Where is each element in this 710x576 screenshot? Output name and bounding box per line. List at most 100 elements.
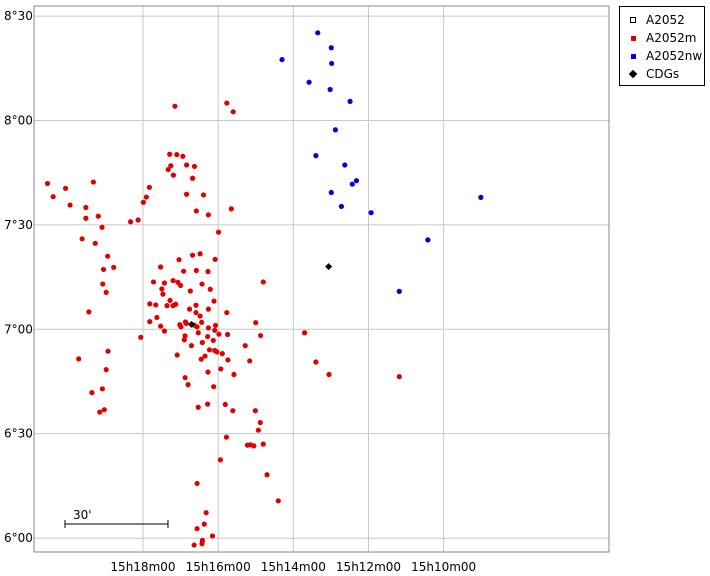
a2052m-marker — [90, 179, 96, 185]
a2052m-marker — [210, 337, 216, 344]
scale-bar: 30' — [64, 508, 169, 528]
a2052m-marker — [247, 358, 253, 364]
a2052m-marker — [182, 333, 188, 339]
a2052m-marker — [275, 498, 281, 504]
a2052m-marker — [183, 191, 190, 197]
a2052m-marker — [396, 374, 402, 380]
a2052m-marker — [76, 356, 82, 362]
a2052m-marker — [62, 185, 69, 191]
a2052m-marker — [154, 314, 160, 321]
a2052nw-marker — [279, 56, 285, 63]
a2052m-marker — [67, 202, 73, 208]
a2052m-marker — [251, 443, 257, 449]
a2052m-marker — [257, 419, 263, 426]
x-tick-label: 15h12m00 — [336, 560, 401, 574]
x-tick-label: 15h10m00 — [411, 560, 476, 574]
a2052m-marker — [215, 229, 222, 235]
a2052m-marker — [180, 268, 187, 274]
a2052m-marker — [50, 194, 56, 200]
a2052m-marker — [153, 302, 159, 308]
a2052m-marker — [207, 286, 213, 292]
a2052m-marker — [147, 301, 153, 307]
y-tick-label: 6°00 — [4, 531, 33, 545]
a2052m-marker — [191, 163, 198, 170]
a2052m-marker — [167, 297, 173, 304]
a2052m-marker — [100, 266, 107, 273]
legend-item-a2052m: A2052m — [620, 29, 704, 47]
a2052m-marker — [168, 163, 174, 169]
a2052nw-marker — [315, 30, 321, 36]
a2052m-marker — [146, 184, 152, 190]
a2052m-marker — [99, 224, 105, 230]
a2052m-marker — [193, 267, 199, 274]
a2052m-marker — [205, 212, 211, 218]
legend-marker-red-square — [626, 35, 640, 41]
a2052m-marker — [194, 526, 200, 532]
a2052m-marker — [193, 208, 199, 214]
a2052m-marker — [201, 521, 207, 527]
a2052m-marker — [326, 371, 332, 378]
a2052m-marker — [198, 356, 204, 362]
a2052m-marker — [199, 339, 205, 346]
data-points — [44, 30, 484, 548]
a2052m-marker — [212, 327, 218, 333]
a2052m-marker — [230, 408, 236, 414]
grid-lines — [34, 6, 609, 552]
a2052m-marker — [83, 204, 89, 211]
a2052m-marker — [83, 215, 89, 221]
a2052m-marker — [203, 510, 209, 516]
a2052m-marker — [177, 282, 184, 289]
a2052m-marker — [161, 328, 168, 334]
a2052m-marker — [44, 180, 51, 187]
a2052nw-marker — [328, 189, 334, 196]
legend-marker-open-square — [626, 17, 640, 23]
a2052m-marker — [97, 409, 103, 415]
a2052m-marker — [218, 366, 224, 372]
a2052m-marker — [219, 351, 225, 357]
a2052m-marker — [189, 175, 196, 181]
a2052nw-marker — [368, 210, 374, 216]
y-tick-label: 6°30 — [4, 427, 33, 441]
a2052m-marker — [186, 306, 193, 312]
a2052m-marker — [193, 309, 199, 316]
a2052m-marker — [173, 301, 179, 307]
a2052m-marker — [255, 427, 261, 433]
a2052m-marker — [161, 280, 168, 286]
a2052m-marker — [191, 542, 197, 548]
a2052m-marker — [313, 359, 319, 365]
a2052m-marker — [176, 257, 182, 263]
legend-marker-blue-square — [626, 53, 640, 59]
a2052m-marker — [150, 279, 157, 285]
a2052nw-marker — [327, 86, 333, 93]
plot-frame — [33, 5, 610, 553]
a2052nw-marker — [328, 45, 334, 51]
a2052m-marker — [101, 407, 107, 413]
legend: A2052 A2052m A2052nw CDGs — [619, 6, 705, 86]
a2052m-marker — [212, 256, 218, 262]
a2052m-marker — [174, 352, 180, 358]
a2052m-marker — [140, 199, 146, 205]
a2052m-marker — [185, 382, 191, 388]
a2052m-marker — [211, 384, 217, 390]
a2052m-marker — [195, 404, 201, 410]
a2052m-marker — [260, 279, 266, 285]
legend-item-a2052nw: A2052nw — [620, 47, 704, 65]
a2052m-marker — [205, 325, 211, 331]
a2052m-marker — [188, 343, 195, 349]
a2052m-marker — [189, 252, 196, 258]
a2052m-marker — [127, 219, 134, 225]
a2052m-marker — [228, 206, 234, 212]
a2052m-marker — [138, 334, 144, 340]
a2052m-marker — [253, 320, 259, 326]
a2052m-marker — [158, 264, 164, 270]
a2052m-marker — [222, 401, 228, 408]
legend-label: CDGs — [646, 67, 680, 81]
a2052m-marker — [205, 333, 211, 340]
a2052m-marker — [264, 472, 270, 478]
a2052m-marker — [202, 353, 208, 359]
a2052m-marker — [178, 324, 184, 330]
a2052m-marker — [170, 277, 176, 284]
a2052nw-marker — [396, 288, 402, 294]
a2052m-marker — [224, 100, 230, 106]
